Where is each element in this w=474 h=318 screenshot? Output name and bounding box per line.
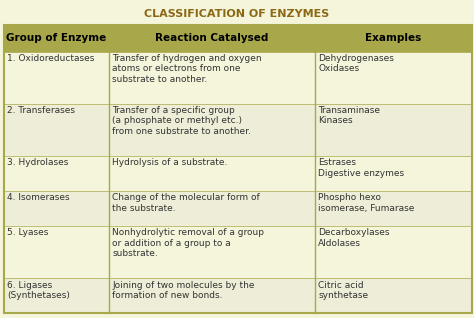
Text: Estrases
Digestive enzymes: Estrases Digestive enzymes (318, 158, 404, 178)
Text: Citric acid
synthetase: Citric acid synthetase (318, 280, 368, 300)
Text: Decarboxylases
Aldolases: Decarboxylases Aldolases (318, 228, 390, 248)
Text: 4. Isomerases: 4. Isomerases (7, 193, 70, 202)
Text: Transfer of a specific group
(a phosphate or methyl etc.)
from one substrate to : Transfer of a specific group (a phosphat… (112, 106, 251, 136)
Text: 5. Lyases: 5. Lyases (7, 228, 48, 237)
Text: Transfer of hydrogen and oxygen
atoms or electrons from one
substrate to another: Transfer of hydrogen and oxygen atoms or… (112, 54, 262, 84)
Text: Nonhydrolytic removal of a group
or addition of a group to a
substrate.: Nonhydrolytic removal of a group or addi… (112, 228, 264, 258)
Text: 2. Transferases: 2. Transferases (7, 106, 75, 115)
Text: Dehydrogenases
Oxidases: Dehydrogenases Oxidases (318, 54, 394, 73)
Bar (4, 25, 472, 52)
Bar (4, 226, 472, 278)
Text: Transaminase
Kinases: Transaminase Kinases (318, 106, 380, 126)
Text: CLASSIFICATION OF ENZYMES: CLASSIFICATION OF ENZYMES (145, 9, 329, 19)
Bar (4, 156, 472, 191)
Bar (4, 191, 472, 226)
Text: Joining of two molecules by the
formation of new bonds.: Joining of two molecules by the formatio… (112, 280, 255, 300)
Text: Phospho hexo
isomerase, Fumarase: Phospho hexo isomerase, Fumarase (318, 193, 415, 213)
Bar (4, 52, 472, 104)
Text: 3. Hydrolases: 3. Hydrolases (7, 158, 68, 168)
Text: Hydrolysis of a substrate.: Hydrolysis of a substrate. (112, 158, 228, 168)
Text: Change of the molecular form of
the substrate.: Change of the molecular form of the subs… (112, 193, 260, 213)
Bar (4, 104, 472, 156)
Text: Group of Enzyme: Group of Enzyme (6, 33, 107, 44)
Text: 1. Oxidoreductases: 1. Oxidoreductases (7, 54, 94, 63)
Text: 6. Ligases
(Synthetases): 6. Ligases (Synthetases) (7, 280, 70, 300)
Text: Examples: Examples (365, 33, 421, 44)
Bar (4, 278, 472, 313)
Text: Reaction Catalysed: Reaction Catalysed (155, 33, 269, 44)
